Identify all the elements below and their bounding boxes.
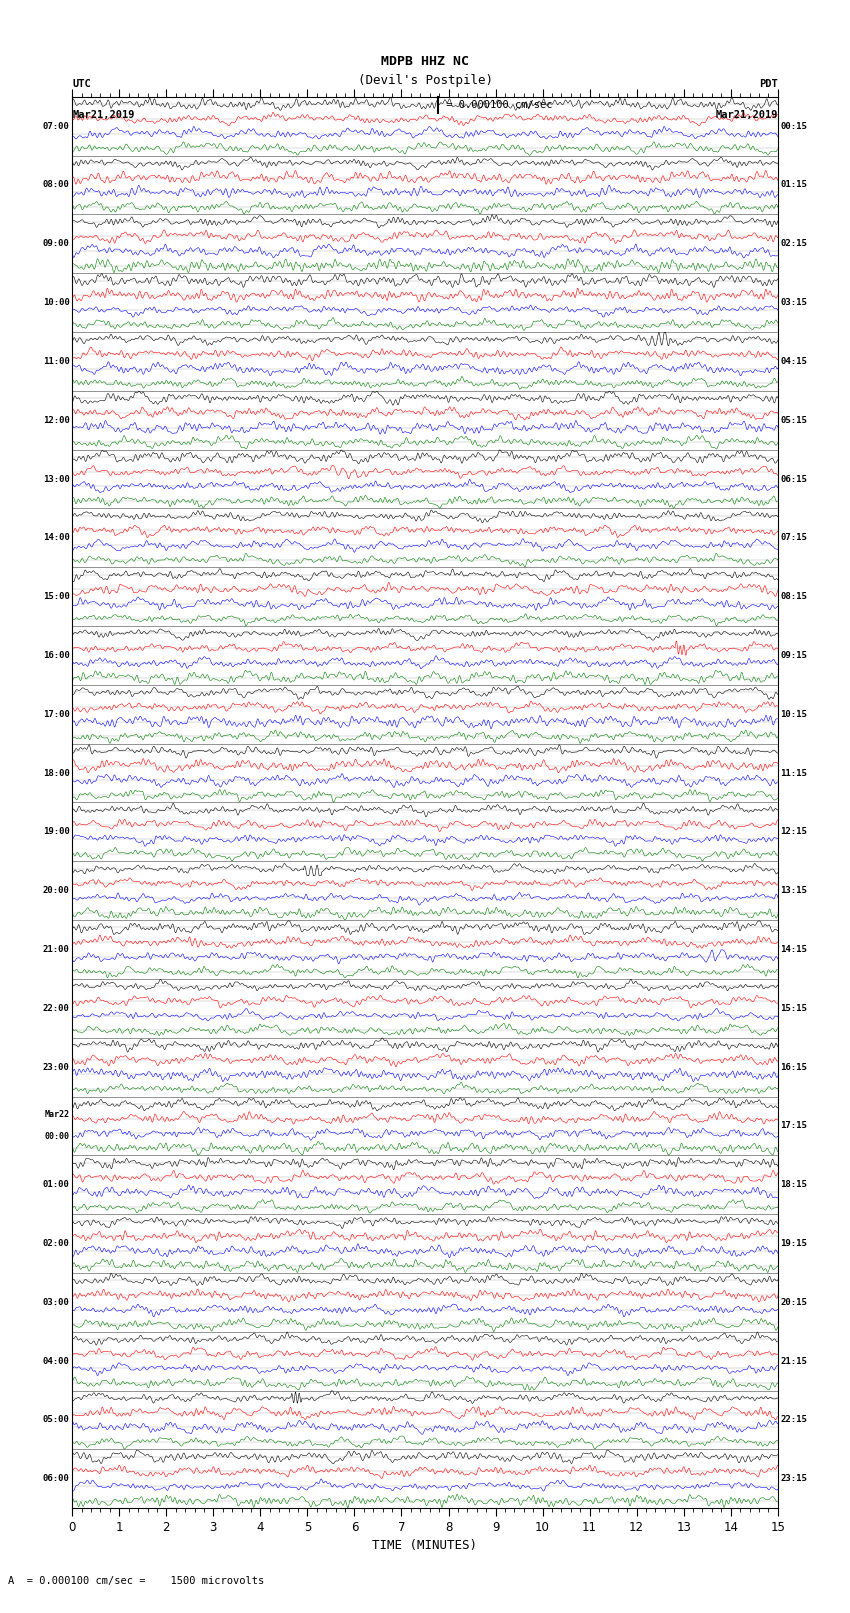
- Text: UTC: UTC: [72, 79, 91, 89]
- Text: MDPB HHZ NC: MDPB HHZ NC: [381, 55, 469, 68]
- Text: 23:00: 23:00: [42, 1063, 70, 1071]
- Text: 23:15: 23:15: [780, 1474, 808, 1484]
- Text: 02:00: 02:00: [42, 1239, 70, 1248]
- Text: 10:00: 10:00: [42, 298, 70, 306]
- Text: 03:15: 03:15: [780, 298, 808, 306]
- Text: 17:15: 17:15: [780, 1121, 808, 1131]
- Text: 01:00: 01:00: [42, 1181, 70, 1189]
- Text: 05:00: 05:00: [42, 1416, 70, 1424]
- Text: 04:15: 04:15: [780, 356, 808, 366]
- Text: 04:00: 04:00: [42, 1357, 70, 1366]
- Text: 03:00: 03:00: [42, 1298, 70, 1307]
- Text: 08:00: 08:00: [42, 181, 70, 189]
- Text: 22:15: 22:15: [780, 1416, 808, 1424]
- Text: PDT: PDT: [759, 79, 778, 89]
- Text: Mar21,2019: Mar21,2019: [72, 110, 135, 119]
- Text: 00:00: 00:00: [45, 1132, 70, 1142]
- Text: 00:15: 00:15: [780, 121, 808, 131]
- Text: 15:15: 15:15: [780, 1003, 808, 1013]
- Text: 07:00: 07:00: [42, 121, 70, 131]
- Text: 17:00: 17:00: [42, 710, 70, 719]
- Text: 21:15: 21:15: [780, 1357, 808, 1366]
- Text: 07:15: 07:15: [780, 534, 808, 542]
- Text: 08:15: 08:15: [780, 592, 808, 602]
- Text: 16:15: 16:15: [780, 1063, 808, 1071]
- Text: 15:00: 15:00: [42, 592, 70, 602]
- Text: 11:00: 11:00: [42, 356, 70, 366]
- Text: 21:00: 21:00: [42, 945, 70, 953]
- Text: 01:15: 01:15: [780, 181, 808, 189]
- Text: 06:00: 06:00: [42, 1474, 70, 1484]
- Text: A  = 0.000100 cm/sec =    1500 microvolts: A = 0.000100 cm/sec = 1500 microvolts: [8, 1576, 264, 1586]
- Text: 09:00: 09:00: [42, 239, 70, 248]
- Text: 12:00: 12:00: [42, 416, 70, 424]
- Text: 16:00: 16:00: [42, 652, 70, 660]
- Text: 10:15: 10:15: [780, 710, 808, 719]
- Text: 14:00: 14:00: [42, 534, 70, 542]
- Text: 20:15: 20:15: [780, 1298, 808, 1307]
- Text: 20:00: 20:00: [42, 886, 70, 895]
- Text: 13:00: 13:00: [42, 474, 70, 484]
- Text: 06:15: 06:15: [780, 474, 808, 484]
- Text: Mar21,2019: Mar21,2019: [715, 110, 778, 119]
- Text: 12:15: 12:15: [780, 827, 808, 837]
- Text: = 0.000100 cm/sec: = 0.000100 cm/sec: [440, 100, 552, 110]
- Text: 05:15: 05:15: [780, 416, 808, 424]
- X-axis label: TIME (MINUTES): TIME (MINUTES): [372, 1539, 478, 1552]
- Text: 19:15: 19:15: [780, 1239, 808, 1248]
- Text: 11:15: 11:15: [780, 768, 808, 777]
- Text: (Devil's Postpile): (Devil's Postpile): [358, 74, 492, 87]
- Text: 02:15: 02:15: [780, 239, 808, 248]
- Text: 14:15: 14:15: [780, 945, 808, 953]
- Text: 09:15: 09:15: [780, 652, 808, 660]
- Text: 18:00: 18:00: [42, 768, 70, 777]
- Text: 22:00: 22:00: [42, 1003, 70, 1013]
- Text: 19:00: 19:00: [42, 827, 70, 837]
- Text: Mar22: Mar22: [45, 1110, 70, 1119]
- Text: 13:15: 13:15: [780, 886, 808, 895]
- Text: 18:15: 18:15: [780, 1181, 808, 1189]
